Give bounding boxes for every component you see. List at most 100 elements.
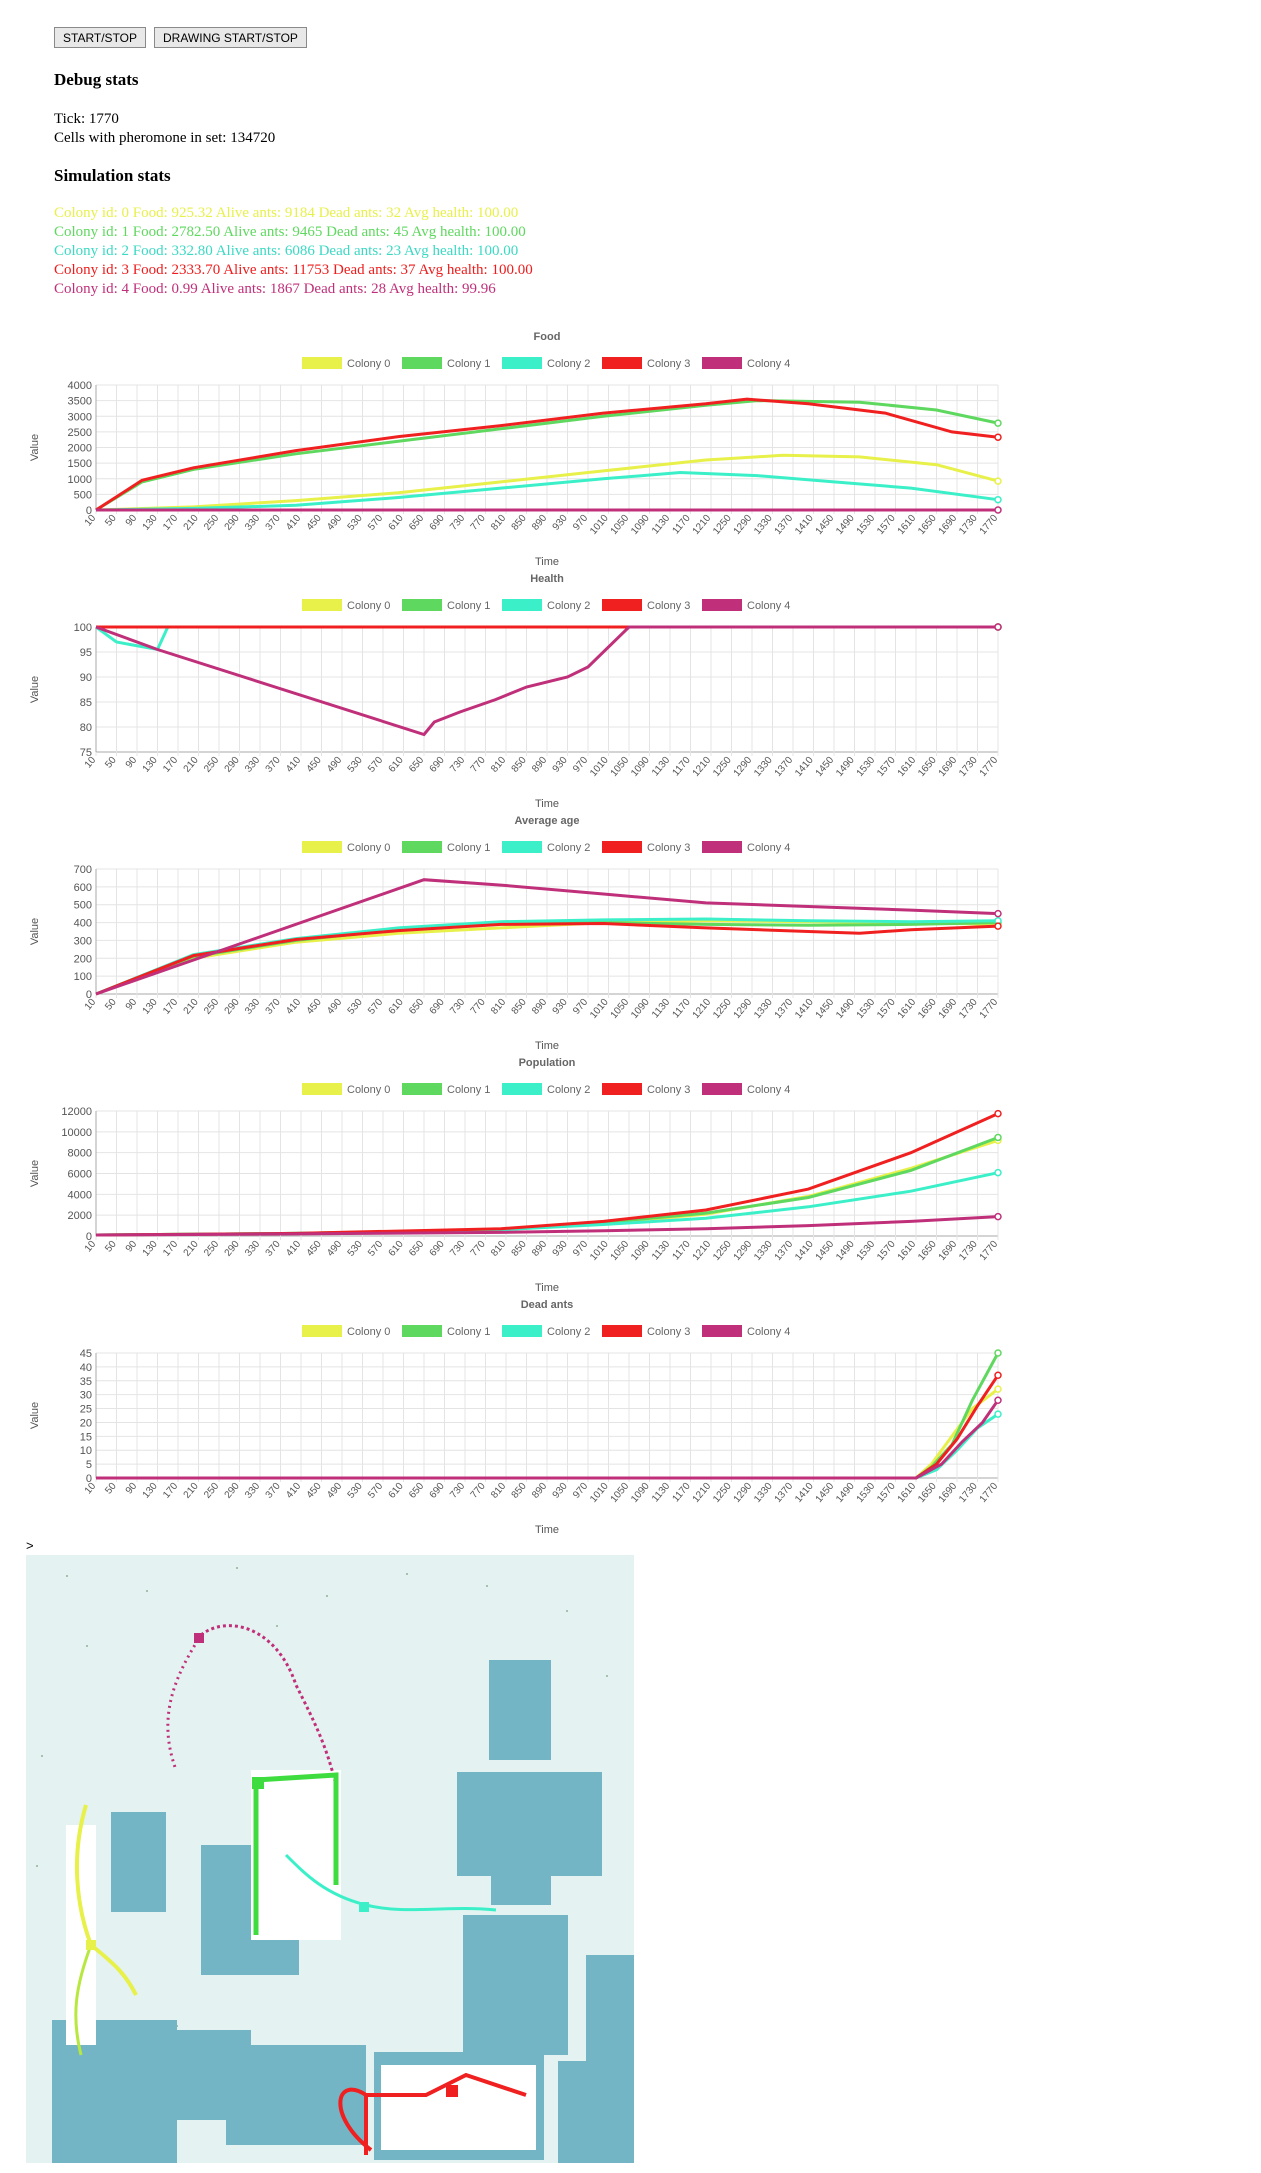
x-tick-label: 850 <box>510 997 529 1017</box>
x-tick-label: 450 <box>305 1239 324 1259</box>
x-tick-label: 1370 <box>773 755 796 779</box>
legend-item-colony-3[interactable]: Colony 3 <box>602 841 690 854</box>
x-tick-label: 690 <box>428 1239 447 1259</box>
legend-item-colony-4[interactable]: Colony 4 <box>702 1083 790 1096</box>
legend-label: Colony 3 <box>647 1084 690 1096</box>
x-tick-label: 1250 <box>711 513 734 537</box>
x-tick-label: 450 <box>305 513 324 533</box>
y-tick-label: 80 <box>80 722 92 734</box>
x-tick-label: 1050 <box>609 997 632 1021</box>
colony-0-stats: Colony id: 0 Food: 925.32 Alive ants: 91… <box>54 205 519 221</box>
series-line-colony-4 <box>96 1399 1000 1480</box>
legend-item-colony-3[interactable]: Colony 3 <box>602 599 690 612</box>
chart-title: Food <box>534 331 561 343</box>
x-tick-label: 730 <box>448 997 467 1017</box>
legend-item-colony-2[interactable]: Colony 2 <box>502 841 590 854</box>
x-tick-label: 330 <box>243 1239 262 1259</box>
legend-item-colony-4[interactable]: Colony 4 <box>702 841 790 854</box>
legend-item-colony-2[interactable]: Colony 2 <box>502 599 590 612</box>
x-tick-label: 370 <box>264 997 283 1017</box>
x-axis-label: Time <box>535 1282 559 1293</box>
legend-item-colony-1[interactable]: Colony 1 <box>402 357 490 370</box>
y-tick-label: 0 <box>86 505 92 517</box>
chart-title: Health <box>530 573 564 585</box>
simulation-map-canvas[interactable] <box>26 1555 634 2163</box>
legend-item-colony-4[interactable]: Colony 4 <box>702 1325 790 1338</box>
x-tick-label: 1610 <box>896 1239 919 1263</box>
drawing-start-stop-button[interactable]: DRAWING START/STOP <box>154 27 307 48</box>
y-tick-label: 400 <box>74 918 92 930</box>
x-tick-label: 1050 <box>609 1481 632 1505</box>
legend-swatch <box>402 841 442 853</box>
y-tick-label: 100 <box>74 622 92 634</box>
x-tick-label: 1130 <box>650 755 673 779</box>
y-tick-label: 0 <box>86 1231 92 1243</box>
x-tick-label: 1210 <box>691 1239 714 1263</box>
x-tick-label: 1770 <box>978 755 1001 779</box>
x-tick-label: 50 <box>103 1239 119 1255</box>
legend-item-colony-0[interactable]: Colony 0 <box>302 1083 390 1096</box>
legend-label: Colony 4 <box>747 1326 790 1338</box>
x-tick-label: 1610 <box>896 997 919 1021</box>
x-tick-label: 610 <box>387 997 406 1017</box>
x-tick-label: 1370 <box>773 1481 796 1505</box>
x-tick-label: 1650 <box>916 1481 939 1505</box>
x-tick-label: 770 <box>469 997 488 1017</box>
x-tick-label: 570 <box>366 997 385 1017</box>
x-tick-label: 810 <box>489 513 508 533</box>
legend-item-colony-2[interactable]: Colony 2 <box>502 1325 590 1338</box>
population-chart: Population Colony 0 Colony 1 Colony 2 Colony… <box>29 1057 1002 1293</box>
y-tick-label: 45 <box>80 1348 92 1360</box>
x-tick-label: 1130 <box>650 1481 673 1505</box>
legend-item-colony-2[interactable]: Colony 2 <box>502 1083 590 1096</box>
y-tick-label: 500 <box>74 489 92 501</box>
x-tick-label: 1570 <box>875 997 898 1021</box>
legend-item-colony-0[interactable]: Colony 0 <box>302 841 390 854</box>
y-tick-label: 12000 <box>61 1106 92 1118</box>
x-tick-label: 850 <box>510 513 529 533</box>
legend-item-colony-0[interactable]: Colony 0 <box>302 357 390 370</box>
x-tick-label: 1610 <box>896 1481 919 1505</box>
x-tick-label: 890 <box>530 513 549 533</box>
x-tick-label: 210 <box>182 1481 201 1501</box>
legend-item-colony-1[interactable]: Colony 1 <box>402 841 490 854</box>
y-tick-label: 1000 <box>68 474 92 486</box>
legend-label: Colony 0 <box>347 1084 390 1096</box>
x-tick-label: 50 <box>103 755 119 771</box>
x-tick-label: 290 <box>223 1481 242 1501</box>
legend-item-colony-4[interactable]: Colony 4 <box>702 599 790 612</box>
legend-item-colony-3[interactable]: Colony 3 <box>602 1083 690 1096</box>
legend-item-colony-3[interactable]: Colony 3 <box>602 1325 690 1338</box>
x-tick-label: 1370 <box>773 997 796 1021</box>
x-tick-label: 1010 <box>588 755 611 779</box>
legend-item-colony-1[interactable]: Colony 1 <box>402 1083 490 1096</box>
y-axis-label: Value <box>29 676 41 703</box>
legend-item-colony-4[interactable]: Colony 4 <box>702 357 790 370</box>
y-axis-label: Value <box>29 1402 41 1429</box>
x-tick-label: 1130 <box>650 513 673 537</box>
legend-item-colony-3[interactable]: Colony 3 <box>602 357 690 370</box>
x-tick-label: 1530 <box>855 1481 878 1505</box>
y-tick-label: 0 <box>86 1473 92 1485</box>
x-tick-label: 250 <box>202 1239 221 1259</box>
legend-item-colony-0[interactable]: Colony 0 <box>302 1325 390 1338</box>
x-tick-label: 770 <box>469 1239 488 1259</box>
legend-label: Colony 3 <box>647 1326 690 1338</box>
x-tick-label: 1410 <box>793 1239 816 1263</box>
legend-item-colony-0[interactable]: Colony 0 <box>302 599 390 612</box>
x-tick-label: 130 <box>141 755 160 775</box>
y-tick-label: 300 <box>74 935 92 947</box>
x-tick-label: 1290 <box>732 1481 755 1505</box>
x-tick-label: 1170 <box>671 755 694 779</box>
x-tick-label: 690 <box>428 997 447 1017</box>
legend-item-colony-1[interactable]: Colony 1 <box>402 1325 490 1338</box>
x-tick-label: 1490 <box>834 1481 857 1505</box>
legend-item-colony-2[interactable]: Colony 2 <box>502 357 590 370</box>
legend-item-colony-1[interactable]: Colony 1 <box>402 599 490 612</box>
x-tick-label: 690 <box>428 755 447 775</box>
x-tick-label: 1290 <box>732 1239 755 1263</box>
x-tick-label: 1570 <box>875 755 898 779</box>
x-tick-label: 1330 <box>752 513 775 537</box>
x-axis-label: Time <box>535 1040 559 1051</box>
start-stop-button[interactable]: START/STOP <box>54 27 147 48</box>
